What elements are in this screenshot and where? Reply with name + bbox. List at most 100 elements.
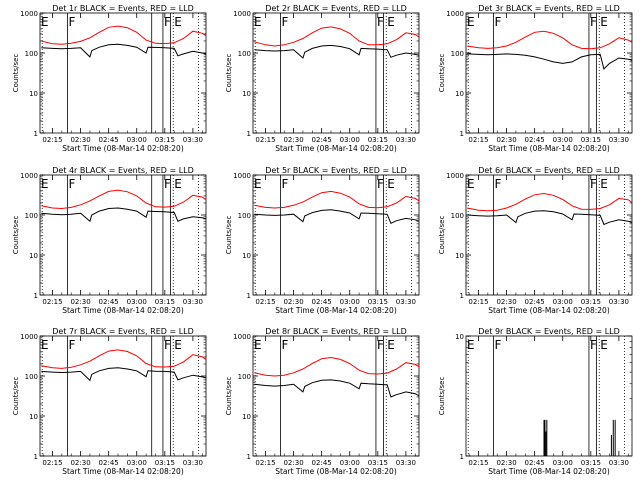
plot-frame bbox=[252, 174, 420, 296]
y-axis-label: Counts/sec bbox=[438, 377, 446, 416]
marker-label-E: E bbox=[387, 15, 395, 29]
marker-label-F: F bbox=[494, 15, 501, 29]
marker-label-E: E bbox=[254, 338, 262, 352]
x-tick-label: 03:00 bbox=[553, 459, 573, 467]
x-tick-label: 03:30 bbox=[183, 136, 203, 144]
y-axis-label: Counts/sec bbox=[12, 216, 20, 255]
y-axis-label: Counts/sec bbox=[12, 377, 20, 416]
chart-title: Det 4r BLACK = Events, RED = LLD bbox=[52, 166, 194, 175]
y-tick-label: 100 bbox=[25, 50, 38, 58]
x-tick-label: 03:00 bbox=[340, 298, 360, 306]
x-axis-label: Start Time (08-Mar-14 02:08:20) bbox=[275, 467, 397, 476]
y-tick-label: 100 bbox=[238, 373, 251, 381]
x-tick-label: 02:45 bbox=[99, 459, 119, 467]
y-tick-label: 1 bbox=[34, 292, 38, 300]
chart-panel-9: Det 9r BLACK = Events, RED = LLD 1 10 Count… bbox=[438, 327, 633, 476]
x-tick-label: 03:30 bbox=[396, 136, 416, 144]
marker-label-F: F bbox=[68, 338, 75, 352]
x-tick-label: 02:15 bbox=[42, 298, 62, 306]
chart-panel-3: Det 3r BLACK = Events, RED = LLD 1 10 100 10… bbox=[438, 4, 633, 153]
y-tick-label: 1000 bbox=[446, 172, 464, 180]
x-tick-label: 03:15 bbox=[368, 459, 388, 467]
series-line-lld bbox=[467, 192, 633, 212]
chart-title: Det 1r BLACK = Events, RED = LLD bbox=[52, 4, 194, 13]
x-tick-label: 02:15 bbox=[255, 459, 275, 467]
x-tick-label: 02:15 bbox=[42, 459, 62, 467]
x-tick-label: 03:00 bbox=[340, 136, 360, 144]
x-tick-label: 03:15 bbox=[155, 298, 175, 306]
marker-label-E: E bbox=[254, 15, 262, 29]
x-axis-label: Start Time (08-Mar-14 02:08:20) bbox=[62, 144, 184, 153]
y-tick-label: 100 bbox=[238, 50, 251, 58]
plot-frame bbox=[39, 174, 207, 296]
x-tick-label: 03:00 bbox=[127, 459, 147, 467]
marker-label-F: F bbox=[281, 338, 288, 352]
marker-label-F: F bbox=[590, 338, 597, 352]
series-line-events bbox=[254, 44, 420, 59]
marker-label-F: F bbox=[164, 338, 171, 352]
y-tick-label: 100 bbox=[25, 212, 38, 220]
y-axis-label: Counts/sec bbox=[225, 216, 233, 255]
x-tick-label: 02:30 bbox=[496, 459, 516, 467]
y-tick-label: 10 bbox=[455, 252, 464, 260]
chart-title: Det 7r BLACK = Events, RED = LLD bbox=[52, 327, 194, 336]
x-tick-label: 02:45 bbox=[312, 136, 332, 144]
y-tick-label: 10 bbox=[29, 413, 38, 421]
x-tick-label: 02:45 bbox=[312, 298, 332, 306]
series-line-lld bbox=[41, 189, 207, 210]
marker-label-F: F bbox=[164, 177, 171, 191]
x-tick-label: 03:15 bbox=[581, 459, 601, 467]
y-axis-label: Counts/sec bbox=[12, 54, 20, 93]
chart-title: Det 3r BLACK = Events, RED = LLD bbox=[478, 4, 620, 13]
y-tick-label: 1 bbox=[247, 453, 251, 461]
chart-title: Det 6r BLACK = Events, RED = LLD bbox=[478, 166, 620, 175]
x-tick-label: 03:15 bbox=[581, 298, 601, 306]
x-tick-label: 02:15 bbox=[255, 298, 275, 306]
x-tick-label: 02:45 bbox=[99, 136, 119, 144]
x-axis-label: Start Time (08-Mar-14 02:08:20) bbox=[488, 306, 610, 315]
plot-frame bbox=[252, 335, 420, 457]
series-line-lld bbox=[254, 356, 420, 377]
plot-frame bbox=[39, 12, 207, 134]
plot-frame bbox=[465, 174, 633, 296]
y-axis-label: Counts/sec bbox=[438, 54, 446, 93]
y-tick-label: 10 bbox=[455, 90, 464, 98]
x-tick-label: 03:15 bbox=[581, 136, 601, 144]
y-tick-label: 10 bbox=[29, 90, 38, 98]
y-tick-label: 10 bbox=[455, 333, 464, 341]
series-line-lld bbox=[41, 349, 207, 369]
x-tick-label: 02:15 bbox=[468, 136, 488, 144]
marker-label-E: E bbox=[600, 338, 608, 352]
y-tick-label: 100 bbox=[451, 50, 464, 58]
x-tick-label: 02:15 bbox=[42, 136, 62, 144]
x-axis-label: Start Time (08-Mar-14 02:08:20) bbox=[62, 306, 184, 315]
x-tick-label: 02:15 bbox=[468, 298, 488, 306]
x-tick-label: 03:30 bbox=[396, 298, 416, 306]
x-tick-label: 02:30 bbox=[283, 459, 303, 467]
marker-label-E: E bbox=[387, 338, 395, 352]
marker-label-E: E bbox=[41, 338, 49, 352]
marker-label-F: F bbox=[68, 15, 75, 29]
y-tick-label: 1000 bbox=[233, 172, 251, 180]
y-axis-label: Counts/sec bbox=[225, 54, 233, 93]
x-tick-label: 02:15 bbox=[255, 136, 275, 144]
x-tick-label: 03:15 bbox=[155, 459, 175, 467]
series-line-events bbox=[254, 379, 420, 398]
series-line-events bbox=[41, 207, 207, 223]
y-tick-label: 1 bbox=[460, 130, 464, 138]
marker-label-E: E bbox=[41, 177, 49, 191]
x-axis-label: Start Time (08-Mar-14 02:08:20) bbox=[488, 144, 610, 153]
chart-panel-8: Det 8r BLACK = Events, RED = LLD 1 10 100 10… bbox=[225, 327, 420, 476]
marker-label-E: E bbox=[600, 15, 608, 29]
y-tick-label: 10 bbox=[242, 413, 251, 421]
x-tick-label: 03:00 bbox=[340, 459, 360, 467]
x-tick-label: 02:30 bbox=[283, 298, 303, 306]
plot-frame bbox=[465, 335, 633, 457]
y-tick-label: 10 bbox=[29, 252, 38, 260]
series-line-events bbox=[467, 210, 633, 226]
y-tick-label: 100 bbox=[25, 373, 38, 381]
series-line-lld bbox=[467, 30, 633, 50]
chart-panel-2: Det 2r BLACK = Events, RED = LLD 1 10 100 10… bbox=[225, 4, 420, 153]
series-line-lld bbox=[254, 26, 420, 47]
y-tick-label: 100 bbox=[451, 212, 464, 220]
